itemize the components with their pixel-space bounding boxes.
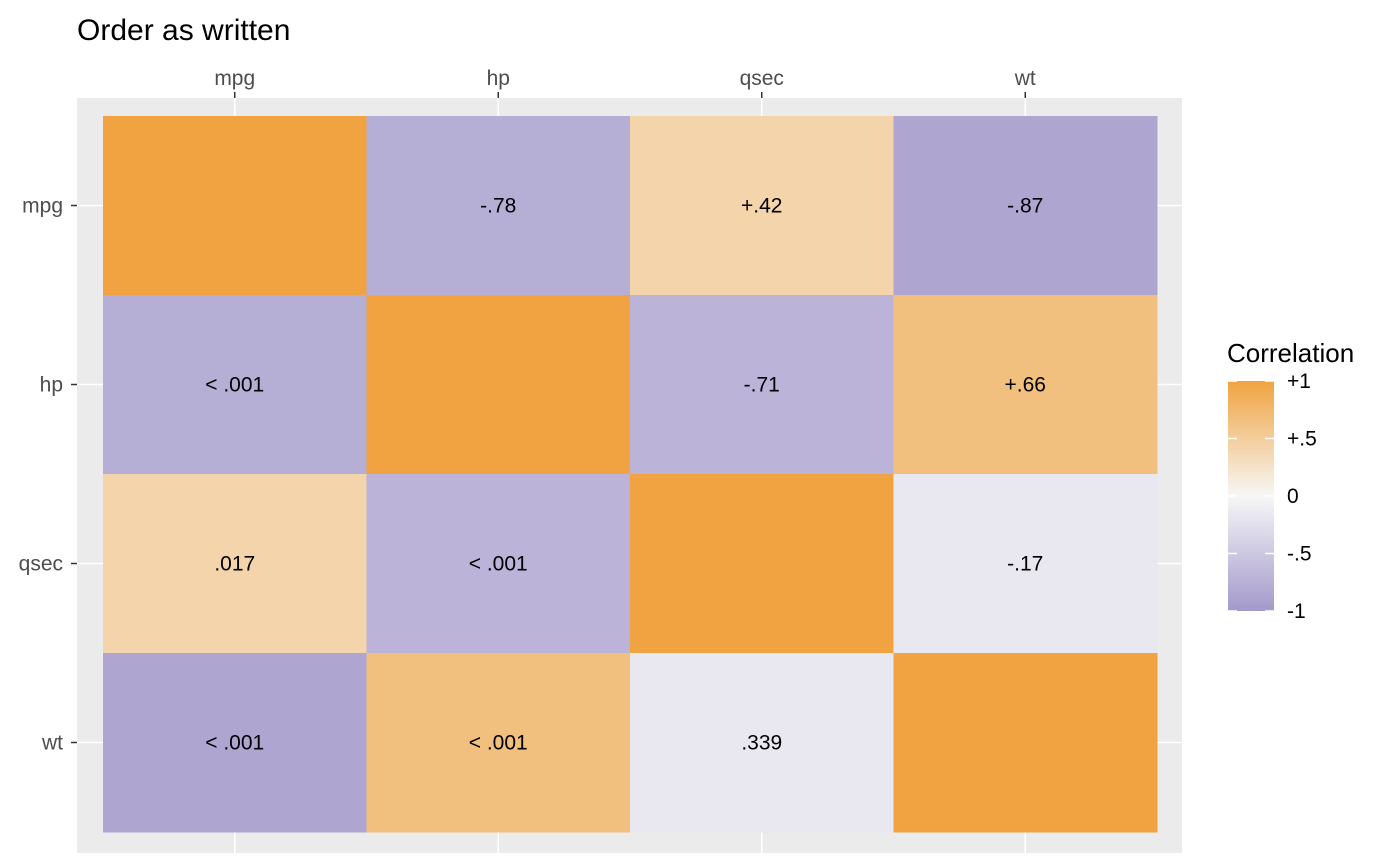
y-tick-label: mpg (22, 195, 63, 218)
cell-label: < .001 (205, 374, 264, 397)
heatmap-cell (893, 295, 1158, 475)
x-axis: mpg hp qsec wt (214, 67, 1036, 98)
y-tick-label: hp (40, 374, 63, 397)
heatmap-cell (630, 653, 894, 833)
chart-title: Order as written (77, 14, 290, 47)
x-tick-label: mpg (214, 67, 255, 90)
heatmap-cell (103, 653, 367, 833)
legend-tick-label: 0 (1287, 485, 1299, 508)
heatmap-cell (630, 295, 894, 475)
cell-label: +.66 (1005, 374, 1046, 397)
heatmap-cell (103, 295, 367, 475)
legend-tick-label: -.5 (1287, 543, 1312, 566)
cell-label: < .001 (205, 732, 264, 755)
cell-label: -.17 (1007, 553, 1043, 576)
heatmap-cell (103, 116, 367, 296)
legend-title: Correlation (1227, 338, 1354, 368)
x-tick-label: qsec (740, 67, 784, 90)
legend: Correlation +1 +.5 0 -.5 -1 (1227, 338, 1354, 623)
y-tick-label: wt (41, 732, 63, 755)
heatmap-cell (366, 474, 631, 654)
heatmap-cell (366, 653, 631, 833)
x-tick-label: hp (487, 67, 510, 90)
legend-ticks: +1 +.5 0 -.5 -1 (1228, 370, 1317, 623)
cell-label: < .001 (469, 553, 528, 576)
cell-label: -.87 (1007, 195, 1043, 218)
heatmap-cell (893, 474, 1158, 654)
cell-label: .339 (741, 732, 782, 755)
heatmap-cell (630, 474, 894, 654)
heatmap-cell (366, 295, 631, 475)
cell-label: .017 (214, 553, 255, 576)
legend-tick-label: +.5 (1287, 428, 1317, 451)
y-axis: mpg hp qsec wt (19, 195, 77, 755)
cell-label: +.42 (741, 195, 782, 218)
legend-tick-label: -1 (1287, 600, 1306, 623)
heatmap-cells (103, 116, 1158, 833)
heatmap-cell-labels: -.78 +.42 -.87 < .001 -.71 +.66 .017 < .001 -.17… (205, 195, 1046, 755)
heatmap-cell (366, 116, 631, 296)
y-tick-label: qsec (19, 553, 63, 576)
heatmap-cell (103, 474, 367, 654)
heatmap-cell (630, 116, 894, 296)
legend-tick-label: +1 (1287, 370, 1311, 393)
cell-label: -.78 (480, 195, 516, 218)
heatmap-cell (893, 116, 1158, 296)
heatmap-cell (893, 653, 1158, 833)
cell-label: < .001 (469, 732, 528, 755)
cell-label: -.71 (744, 374, 780, 397)
x-tick-label: wt (1014, 67, 1036, 90)
